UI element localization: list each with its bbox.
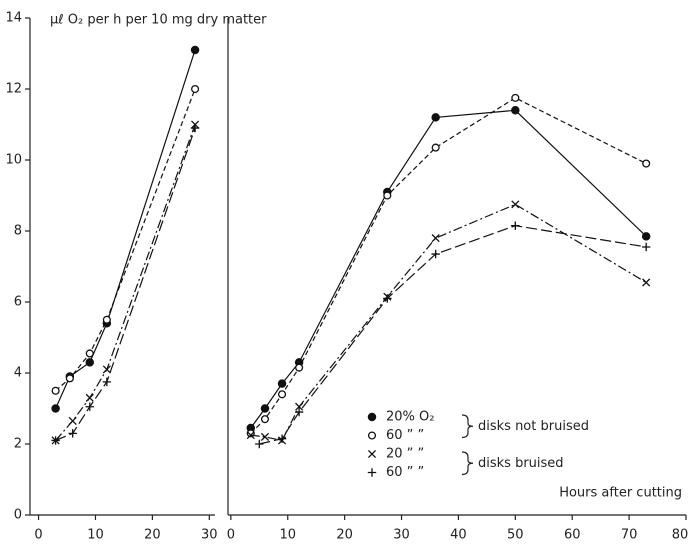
y-tick-label: 6 bbox=[14, 295, 22, 310]
x-tick-label: 0 bbox=[34, 528, 42, 543]
marker bbox=[51, 436, 60, 445]
x-tick-label: 10 bbox=[279, 528, 296, 543]
legend-label: 20% O₂ bbox=[386, 410, 434, 425]
marker bbox=[51, 404, 60, 413]
marker bbox=[68, 416, 77, 425]
series-line bbox=[250, 203, 647, 442]
marker bbox=[85, 402, 94, 411]
x-tick-label: 80 bbox=[672, 528, 689, 543]
x-tick-label: 30 bbox=[201, 528, 218, 543]
marker bbox=[190, 123, 200, 133]
series-line bbox=[250, 109, 647, 429]
marker bbox=[431, 249, 440, 259]
series-line bbox=[55, 49, 196, 409]
marker bbox=[260, 404, 270, 413]
legend-marker bbox=[367, 412, 377, 422]
marker bbox=[511, 221, 520, 230]
series-line bbox=[55, 127, 196, 442]
marker bbox=[511, 93, 520, 102]
x-tick-label: 50 bbox=[507, 528, 524, 543]
marker bbox=[642, 278, 651, 287]
marker bbox=[431, 113, 440, 122]
marker bbox=[511, 200, 520, 209]
legend-group-label: disks bruised bbox=[478, 456, 564, 471]
x-tick-label: 10 bbox=[87, 528, 104, 543]
marker bbox=[260, 415, 270, 424]
series-line bbox=[55, 124, 196, 441]
marker bbox=[641, 232, 651, 241]
series-line bbox=[259, 225, 647, 445]
marker bbox=[641, 242, 651, 252]
legend-group-label: disks not bruised bbox=[478, 419, 589, 434]
x-tick-label: 70 bbox=[621, 528, 638, 543]
marker bbox=[294, 407, 304, 417]
marker bbox=[191, 84, 200, 94]
x-tick-label: 20 bbox=[144, 528, 161, 543]
legend-bracket bbox=[461, 451, 474, 476]
marker bbox=[68, 429, 77, 438]
marker bbox=[383, 191, 392, 200]
y-tick-label: 2 bbox=[14, 437, 22, 452]
marker bbox=[277, 379, 287, 388]
marker bbox=[102, 315, 111, 324]
marker bbox=[85, 393, 94, 402]
x-axis-label: Hours after cutting bbox=[559, 486, 682, 501]
marker bbox=[255, 439, 264, 449]
legend-marker bbox=[367, 431, 377, 440]
y-tick-label: 4 bbox=[14, 366, 22, 381]
legend-bracket bbox=[461, 414, 474, 439]
series-line bbox=[55, 88, 196, 392]
marker bbox=[431, 234, 440, 243]
series-line bbox=[250, 97, 647, 434]
x-tick-label: 30 bbox=[393, 528, 410, 543]
marker bbox=[65, 374, 74, 383]
marker bbox=[295, 402, 304, 411]
y-tick-label: 0 bbox=[14, 508, 22, 523]
y-tick-label: 12 bbox=[5, 82, 22, 97]
marker bbox=[102, 365, 111, 374]
x-tick-label: 40 bbox=[450, 528, 467, 543]
marker bbox=[246, 431, 255, 440]
marker bbox=[295, 363, 304, 372]
x-tick-label: 60 bbox=[564, 528, 581, 543]
marker bbox=[277, 434, 287, 443]
legend-label: 20 ” ” bbox=[386, 447, 424, 462]
x-tick-label: 0 bbox=[227, 528, 235, 543]
marker bbox=[277, 390, 287, 399]
marker bbox=[190, 45, 200, 55]
legend-marker bbox=[367, 449, 377, 459]
marker bbox=[383, 294, 392, 303]
marker bbox=[51, 386, 60, 395]
marker bbox=[642, 159, 651, 168]
marker bbox=[431, 143, 440, 152]
legend-marker bbox=[367, 468, 377, 477]
marker bbox=[102, 377, 112, 387]
y-tick-label: 14 bbox=[5, 11, 22, 26]
marker bbox=[260, 432, 270, 441]
marker bbox=[85, 349, 94, 358]
marker bbox=[511, 106, 520, 115]
y-tick-label: 8 bbox=[14, 224, 22, 239]
legend-label: 60 ” ” bbox=[386, 465, 424, 480]
x-tick-label: 20 bbox=[336, 528, 353, 543]
legend-label: 60 ” ” bbox=[386, 428, 424, 443]
marker bbox=[85, 358, 95, 367]
y-axis-label: μℓ O₂ per h per 10 mg dry matter bbox=[50, 13, 267, 28]
y-tick-label: 10 bbox=[5, 153, 22, 168]
